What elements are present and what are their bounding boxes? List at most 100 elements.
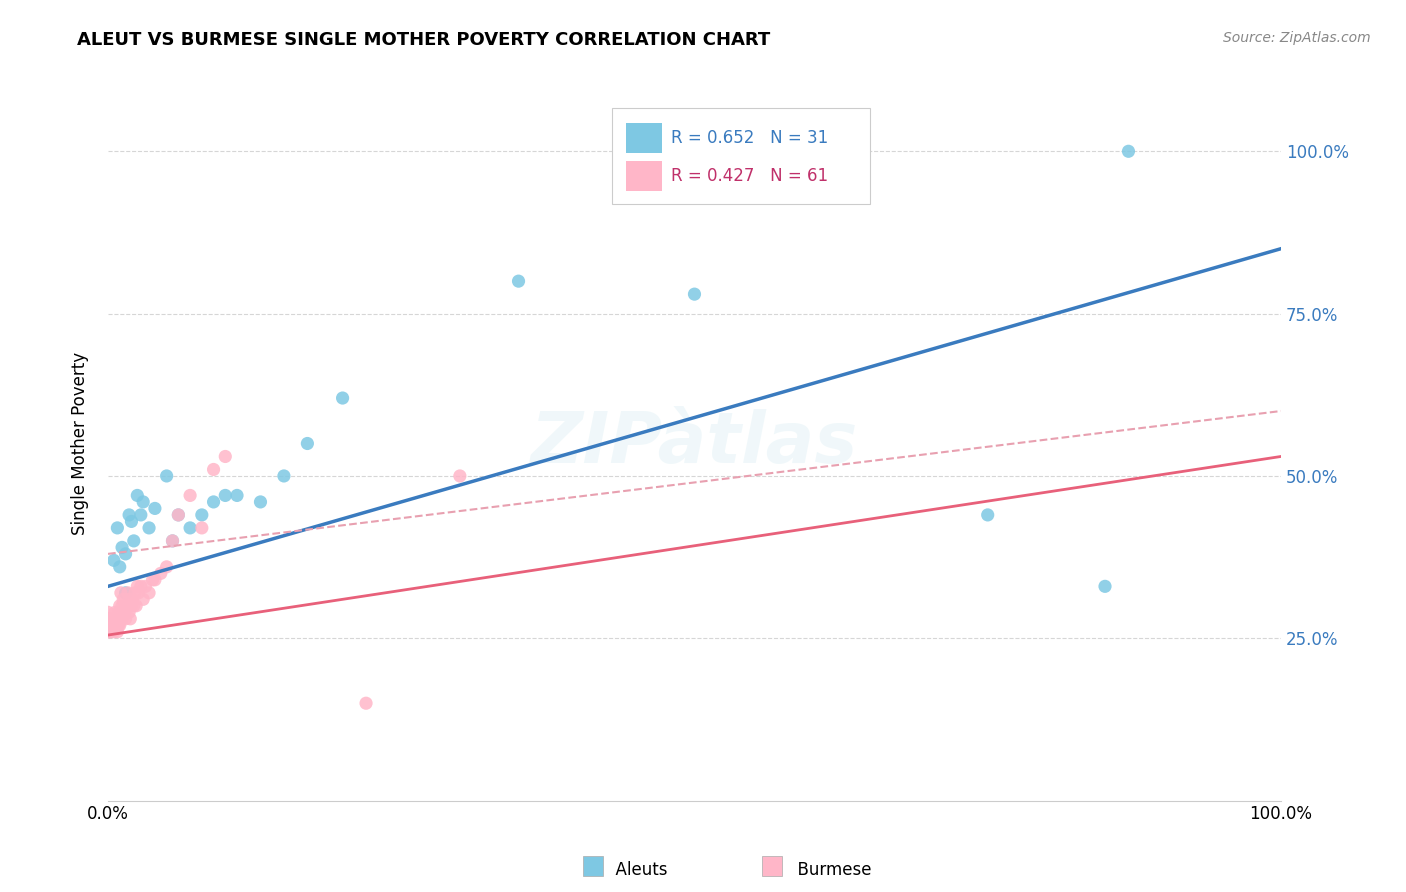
Point [977, 508, 1000, 522]
Point [332, 391, 354, 405]
Point [114, 547, 136, 561]
Text: R = 0.427   N = 61: R = 0.427 N = 61 [671, 167, 828, 185]
Point [114, 612, 136, 626]
Bar [583, 856, 603, 876]
Point [167, 508, 190, 522]
Bar [762, 856, 782, 876]
Point [143, 573, 166, 587]
Point [97, 624, 120, 639]
Point [683, 287, 706, 301]
Point [129, 579, 152, 593]
Text: Source: ZipAtlas.com: Source: ZipAtlas.com [1223, 31, 1371, 45]
Point [1118, 145, 1140, 159]
Point [103, 553, 125, 567]
Point [202, 462, 225, 476]
Point [111, 612, 134, 626]
Point [138, 521, 160, 535]
Point [156, 559, 179, 574]
Point [122, 533, 145, 548]
Point [297, 436, 319, 450]
Point [191, 521, 214, 535]
Point [108, 559, 131, 574]
Point [97, 605, 120, 619]
Point [105, 624, 128, 639]
Point [112, 605, 135, 619]
Text: Aleuts: Aleuts [605, 861, 666, 879]
Point [125, 599, 148, 613]
Point [104, 605, 127, 619]
Point [110, 612, 132, 626]
Point [354, 696, 377, 710]
Text: ALEUT VS BURMESE SINGLE MOTHER POVERTY CORRELATION CHART: ALEUT VS BURMESE SINGLE MOTHER POVERTY C… [77, 31, 770, 49]
Point [149, 566, 172, 581]
Point [105, 521, 128, 535]
Point [97, 618, 120, 632]
Point [118, 508, 141, 522]
Point [129, 508, 152, 522]
Point [108, 599, 131, 613]
Point [135, 579, 157, 593]
Point [156, 469, 179, 483]
Point [117, 586, 139, 600]
Text: R = 0.652   N = 31: R = 0.652 N = 31 [671, 128, 828, 147]
Point [104, 618, 127, 632]
Text: ZIPàtlas: ZIPàtlas [531, 409, 858, 478]
Point [202, 495, 225, 509]
Point [107, 605, 129, 619]
Point [132, 495, 155, 509]
Point [179, 488, 201, 502]
Point [110, 586, 132, 600]
Point [108, 618, 131, 632]
Point [98, 624, 121, 639]
Point [273, 469, 295, 483]
Point [105, 618, 128, 632]
Point [112, 592, 135, 607]
Point [105, 612, 128, 626]
Point [127, 488, 149, 502]
Point [142, 573, 165, 587]
Point [191, 508, 214, 522]
Point [111, 541, 134, 555]
Point [508, 274, 530, 288]
Point [179, 521, 201, 535]
Point [108, 612, 131, 626]
Point [103, 612, 125, 626]
Point [121, 592, 143, 607]
Point [127, 586, 149, 600]
Point [118, 592, 141, 607]
Point [101, 618, 124, 632]
Point [120, 515, 142, 529]
Point [162, 533, 184, 548]
Point [107, 618, 129, 632]
Point [122, 599, 145, 613]
Point [100, 618, 122, 632]
Point [127, 579, 149, 593]
Point [114, 586, 136, 600]
Point [114, 599, 136, 613]
Point [120, 612, 142, 626]
Point [214, 450, 236, 464]
Point [103, 624, 125, 639]
Point [167, 508, 190, 522]
Point [97, 612, 120, 626]
Point [98, 624, 121, 639]
Point [112, 605, 135, 619]
Point [214, 488, 236, 502]
Bar [627, 161, 662, 191]
Point [162, 533, 184, 548]
Point [132, 592, 155, 607]
Point [143, 501, 166, 516]
Point [249, 495, 271, 509]
Point [98, 618, 121, 632]
Point [1094, 579, 1116, 593]
Point [115, 599, 138, 613]
Point [226, 488, 249, 502]
Point [98, 612, 121, 626]
Point [124, 586, 146, 600]
Point [105, 618, 128, 632]
Point [118, 605, 141, 619]
FancyBboxPatch shape [613, 108, 870, 204]
Point [100, 612, 122, 626]
Point [111, 599, 134, 613]
Point [449, 469, 471, 483]
